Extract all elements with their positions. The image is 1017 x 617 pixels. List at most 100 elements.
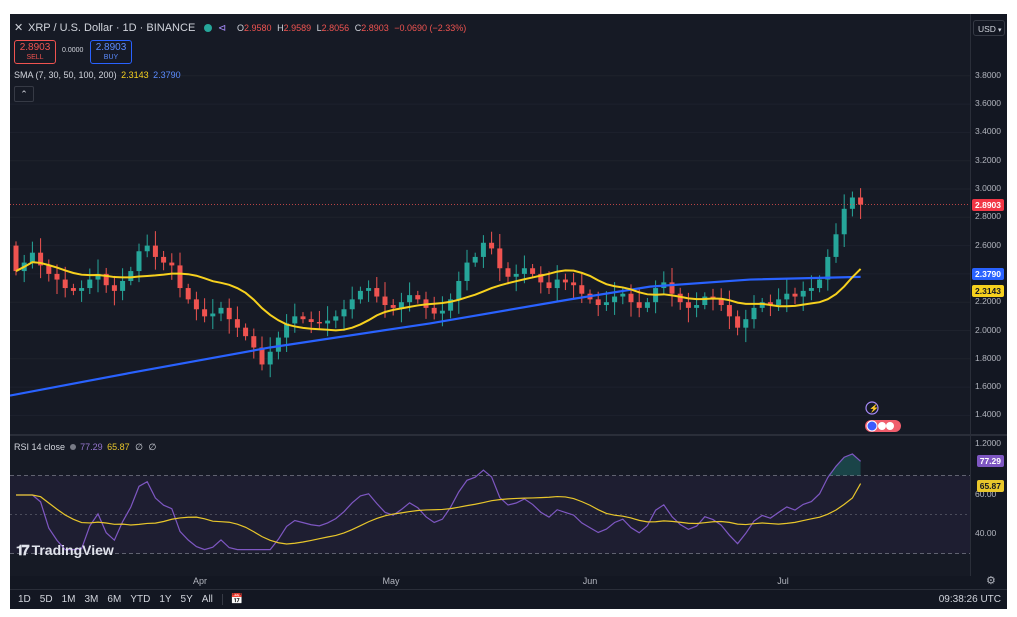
candle[interactable] — [120, 268, 126, 301]
collapse-legend-button[interactable]: ⌃ — [14, 86, 34, 102]
rsi-legend-label[interactable]: RSI 14 close — [14, 442, 66, 452]
candle[interactable] — [390, 299, 396, 316]
tradingview-logo[interactable]: 𝟏𝟕 TradingView — [16, 542, 114, 559]
candle[interactable] — [185, 283, 191, 304]
candle[interactable] — [251, 328, 257, 359]
calendar-range-icon[interactable]: 📅 — [221, 594, 243, 605]
candle[interactable] — [505, 262, 511, 285]
price-pane[interactable]: ⚡ ✕ XRP / U.S. Dollar · 1D · BINANCE ⊲ O… — [10, 14, 970, 445]
candle[interactable] — [226, 298, 232, 334]
candle[interactable] — [644, 297, 650, 313]
candle[interactable] — [38, 238, 44, 279]
candle[interactable] — [243, 323, 249, 341]
candle[interactable] — [234, 306, 240, 338]
candle[interactable] — [776, 288, 782, 311]
candle[interactable] — [13, 241, 19, 276]
timeframe-ytd[interactable]: YTD — [130, 594, 151, 605]
candle[interactable] — [316, 310, 322, 330]
candle[interactable] — [46, 259, 52, 282]
candle[interactable] — [415, 290, 421, 304]
candle[interactable] — [726, 290, 732, 330]
candle[interactable] — [472, 252, 478, 267]
candle[interactable] — [292, 303, 298, 333]
candle[interactable] — [111, 275, 117, 306]
candle[interactable] — [341, 299, 347, 331]
candle[interactable] — [677, 287, 683, 310]
timeframe-5d[interactable]: 5D — [39, 594, 53, 605]
candle[interactable] — [808, 275, 814, 301]
candle[interactable] — [800, 281, 806, 311]
candle[interactable] — [144, 234, 150, 258]
eye-icon[interactable] — [69, 444, 76, 450]
candle[interactable] — [538, 266, 544, 294]
candle[interactable] — [858, 188, 864, 219]
timeframe-all[interactable]: All — [201, 594, 213, 605]
timeframe-6m[interactable]: 6M — [107, 594, 122, 605]
price-scale[interactable]: USD ▾ 3.8000 3.6000 3.4000 3.2000 3.0000 2.800… — [970, 14, 1007, 576]
candle[interactable] — [546, 271, 552, 294]
market-status-icon[interactable] — [204, 24, 213, 33]
candle[interactable] — [669, 267, 675, 307]
symbol-legend[interactable]: ✕ XRP / U.S. Dollar · 1D · BINANCE ⊲ O2.… — [14, 21, 466, 34]
candle[interactable] — [87, 268, 93, 294]
candle[interactable] — [54, 264, 60, 294]
candle[interactable] — [169, 253, 175, 280]
candle[interactable] — [218, 301, 224, 322]
candle[interactable] — [161, 250, 167, 271]
candle[interactable] — [694, 292, 700, 318]
candle[interactable] — [448, 293, 454, 319]
sma-legend[interactable]: SMA (7, 30, 50, 100, 200) 2.3143 2.3790 — [14, 70, 181, 80]
rsi-pane[interactable]: RSI 14 close 77.29 65.87 ∅ ∅ 𝟏𝟕 TradingVi… — [10, 436, 970, 576]
currency-button[interactable]: USD ▾ — [973, 20, 1005, 36]
candle[interactable] — [210, 299, 216, 330]
symbol-title[interactable]: XRP / U.S. Dollar · 1D · BINANCE — [28, 22, 196, 34]
candle[interactable] — [825, 249, 831, 291]
candle[interactable] — [79, 280, 85, 302]
candle[interactable] — [349, 286, 355, 319]
candle[interactable] — [480, 235, 486, 268]
candle[interactable] — [300, 312, 306, 324]
candle[interactable] — [571, 273, 577, 300]
close-icon[interactable]: ✕ — [14, 22, 24, 34]
timeframe-3m[interactable]: 3M — [84, 594, 99, 605]
candle[interactable] — [735, 310, 741, 336]
candle[interactable] — [374, 277, 380, 303]
earnings-flag-icon[interactable]: ⚡ — [865, 401, 879, 415]
candle[interactable] — [513, 264, 519, 292]
sma-legend-label[interactable]: SMA (7, 30, 50, 100, 200) — [14, 70, 117, 80]
candle[interactable] — [366, 280, 372, 302]
candle[interactable] — [357, 286, 363, 304]
candle[interactable] — [70, 283, 76, 296]
candle[interactable] — [325, 306, 331, 337]
rsi-chart[interactable] — [10, 436, 970, 576]
candle[interactable] — [29, 241, 35, 269]
candle[interactable] — [759, 297, 765, 313]
candle[interactable] — [612, 282, 618, 315]
candle[interactable] — [710, 288, 716, 311]
candle[interactable] — [751, 295, 757, 329]
candle[interactable] — [128, 266, 134, 286]
candle[interactable] — [103, 267, 109, 293]
candle[interactable] — [267, 337, 273, 378]
candle[interactable] — [489, 231, 495, 255]
candle[interactable] — [456, 271, 462, 314]
candle[interactable] — [562, 273, 568, 291]
candle[interactable] — [177, 252, 183, 298]
settings-gear-icon[interactable]: ⚙ — [986, 575, 996, 587]
candle[interactable] — [841, 194, 847, 248]
timeframe-1m[interactable]: 1M — [61, 594, 76, 605]
candle[interactable] — [530, 263, 536, 279]
sell-button[interactable]: 2.8903 SELL — [14, 40, 56, 64]
candle[interactable] — [833, 223, 839, 263]
timeframe-1y[interactable]: 1Y — [159, 594, 172, 605]
time-axis[interactable]: Apr May Jun Jul ⚙ — [10, 575, 996, 589]
candle[interactable] — [152, 231, 158, 270]
candle[interactable] — [431, 296, 437, 320]
economic-events-icon[interactable] — [865, 420, 901, 432]
timeframe-5y[interactable]: 5Y — [180, 594, 193, 605]
candle[interactable] — [464, 249, 470, 291]
timeframe-1d[interactable]: 1D — [18, 594, 31, 605]
candle[interactable] — [661, 271, 667, 294]
candle[interactable] — [193, 291, 199, 321]
candle[interactable] — [849, 191, 855, 217]
